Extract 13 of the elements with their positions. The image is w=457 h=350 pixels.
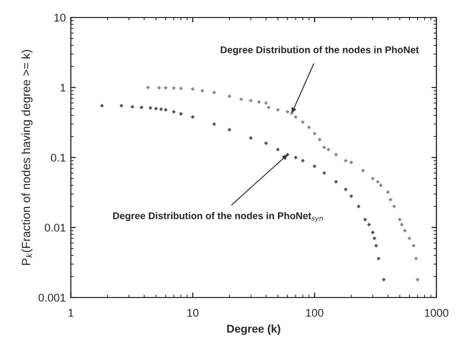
y-tick-label: 0.01	[44, 224, 66, 232]
x-axis-title: Degree (k)	[227, 324, 280, 335]
y-tick-label: 0.001	[38, 294, 66, 302]
annotation: Degree Distribution of the nodes in PhoNet$_{syn}$	[113, 212, 323, 222]
y-tick-label: 0.1	[50, 154, 66, 162]
y-tick-label: 1	[60, 84, 66, 92]
x-tick-label: 1000	[424, 308, 448, 317]
annotation: Degree Distribution of the nodes in PhoNet	[220, 46, 419, 56]
x-tick-label: 10	[187, 308, 198, 317]
y-tick-label: 10	[54, 14, 66, 22]
x-tick-label: 1	[68, 309, 74, 317]
y-axis-title: P$_{k}$(Fraction of nodes having degree >= k)	[22, 50, 33, 265]
x-tick-label: 100	[306, 308, 324, 317]
